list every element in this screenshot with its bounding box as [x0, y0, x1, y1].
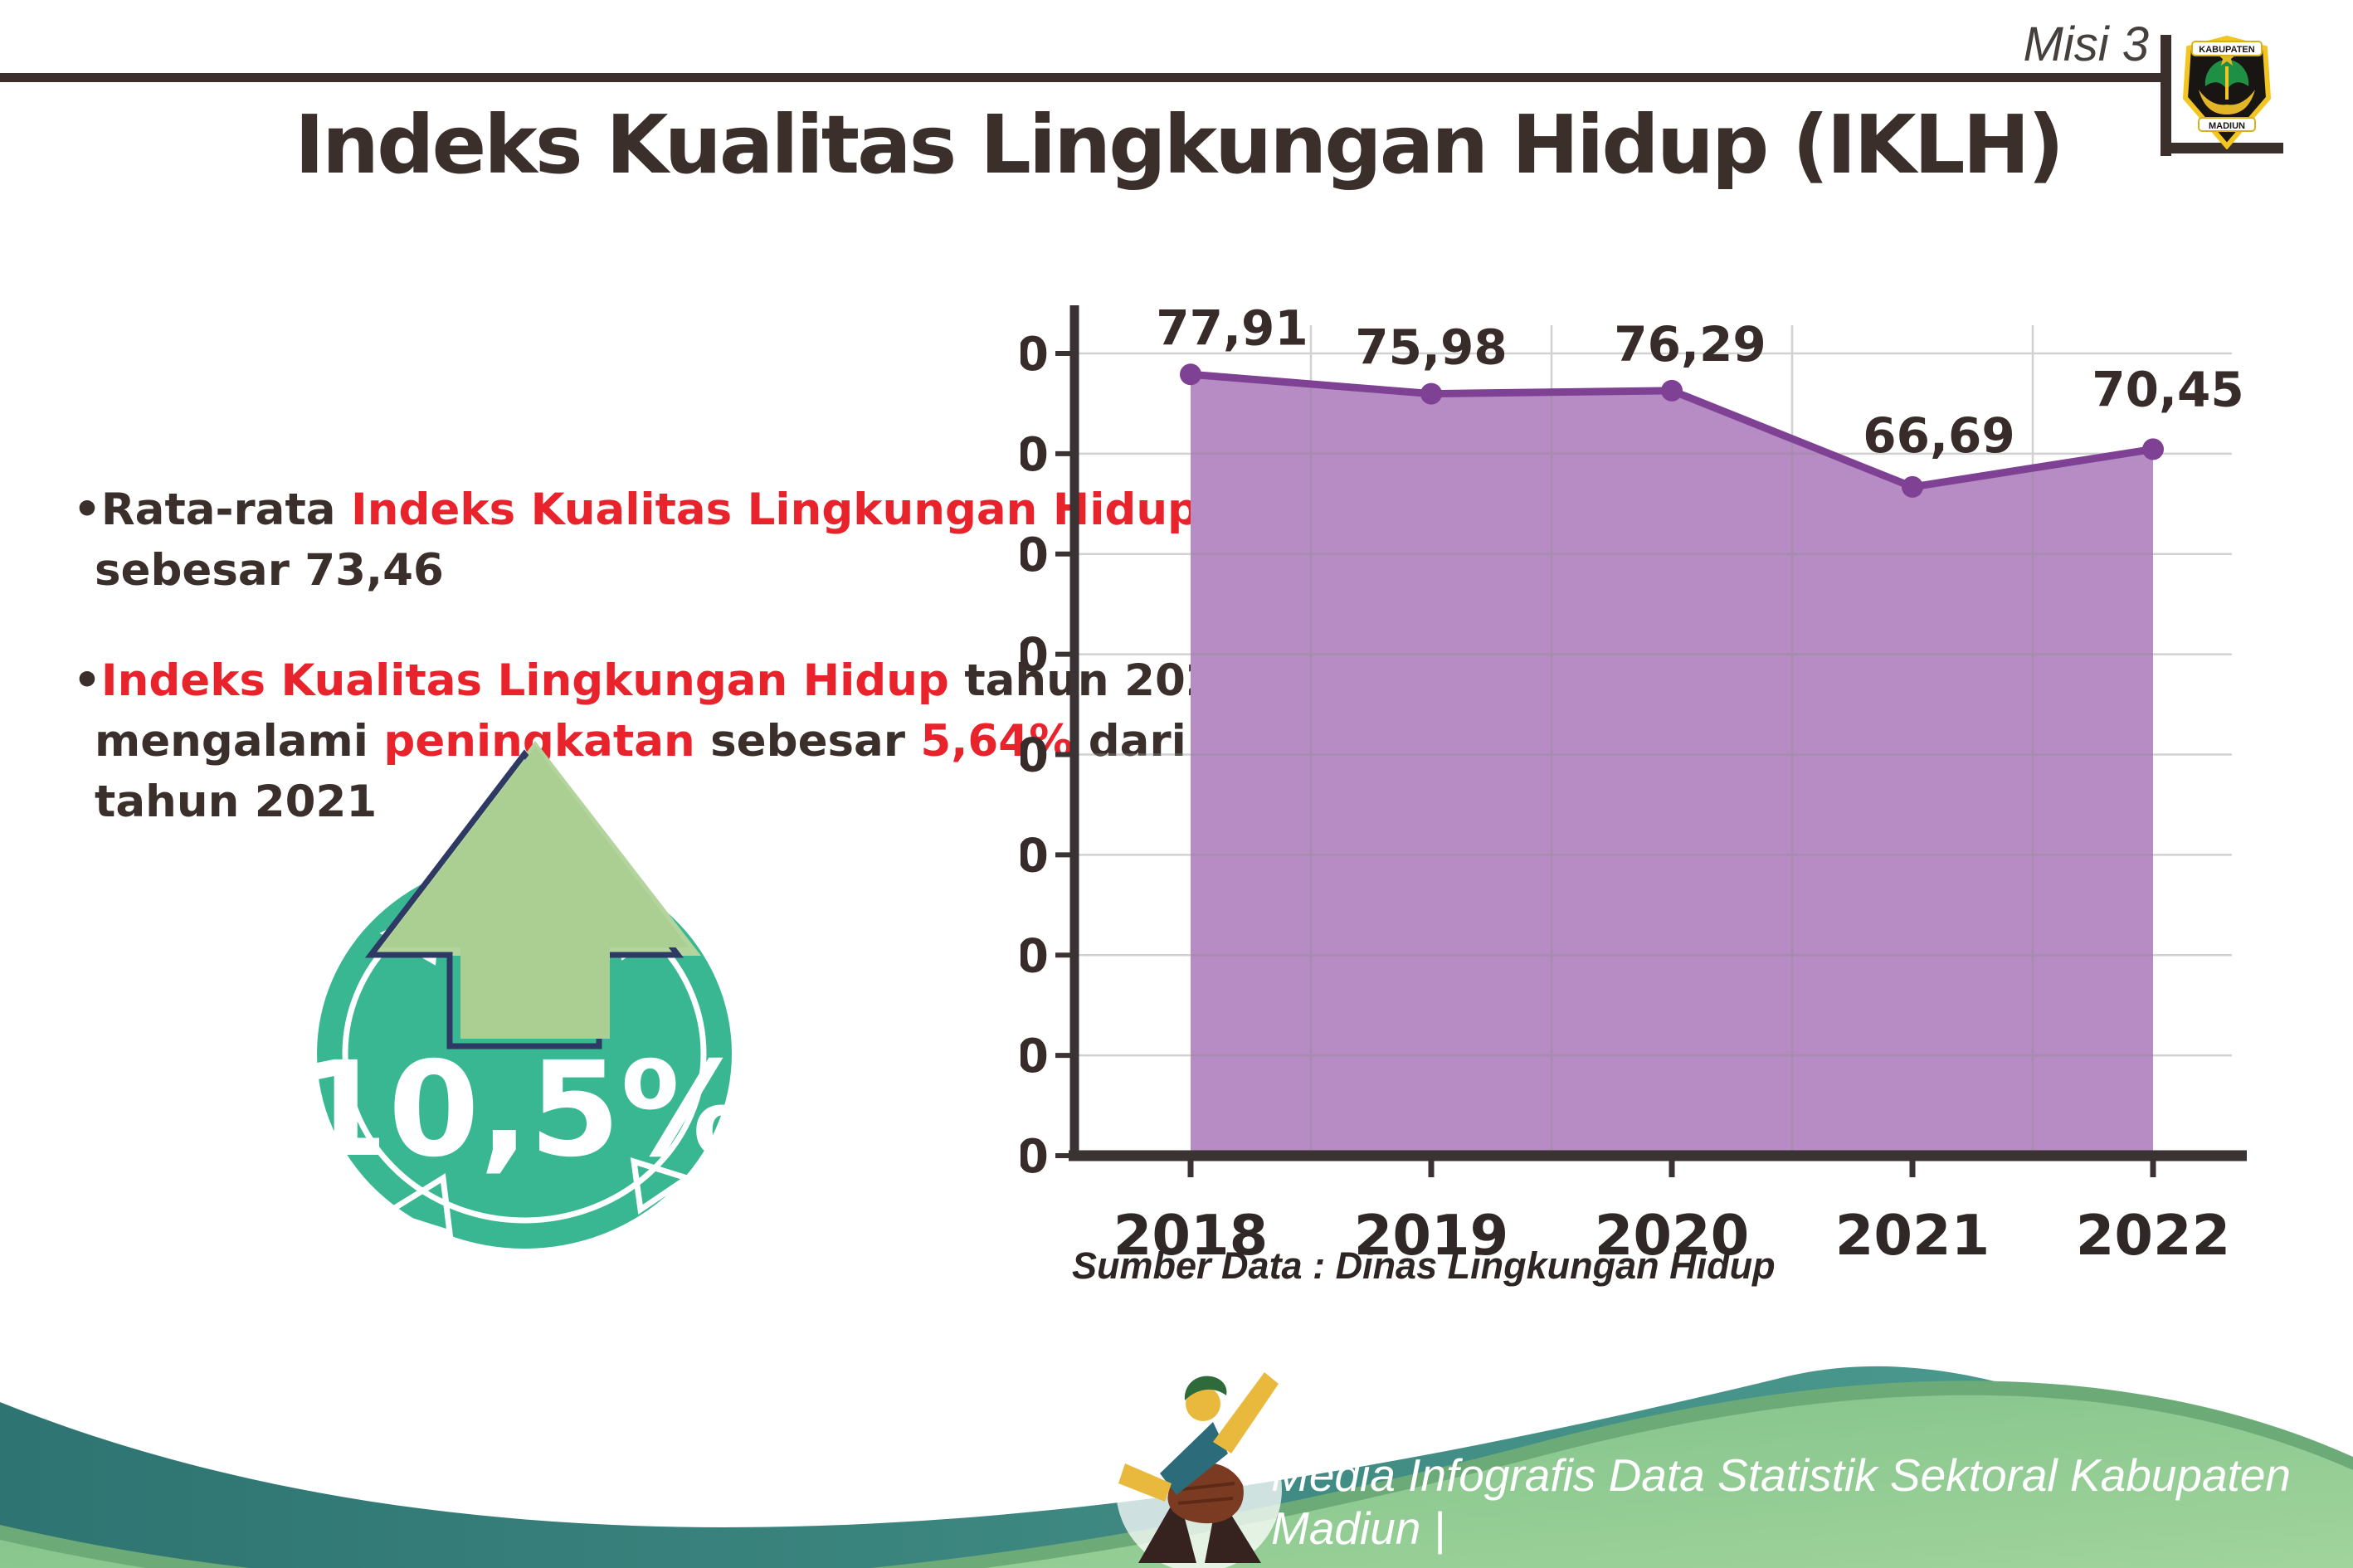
svg-text:2019: 2019	[1354, 1203, 1508, 1268]
bullet-line: sebesar 73,46	[73, 540, 969, 601]
svg-text:76,29: 76,29	[1614, 316, 1766, 373]
area-series	[1191, 374, 2153, 1156]
svg-text:40: 40	[1021, 729, 1049, 783]
x-axis-category-labels: 2018 2019 2020 2021 2022	[1113, 1203, 2230, 1268]
bullet-line: tahun 2021	[73, 772, 969, 832]
data-point-marker	[1902, 475, 1923, 498]
svg-text:20: 20	[1021, 929, 1049, 983]
bullet-text-segment: •Rata-rata	[73, 485, 352, 535]
bullet-line: mengalami peningkatan sebesar 5,64% dari	[73, 711, 1186, 772]
iklh-area-chart: 0 10 20 30 40 50 60 70 80 2018 2019 2020 2021 2022 77,…	[984, 290, 2315, 1336]
bullet-line: •Rata-rata Indeks Kualitas Lingkungan Hi…	[73, 480, 1199, 540]
up-arrow-icon	[364, 741, 701, 1049]
bullet-text-segment: tahun 2021	[95, 777, 378, 827]
page-title: Indeks Kualitas Lingkungan Hidup (IKLH)	[294, 98, 2064, 192]
bullet-item: •Indeks Kualitas Lingkungan Hidup tahun …	[73, 650, 1247, 832]
bullet-text-segment: Indeks Kualitas Lingkungan Hidup	[100, 655, 949, 706]
svg-text:2021: 2021	[1835, 1203, 1990, 1268]
dancer-mascot-icon	[1116, 1372, 1282, 1568]
data-point-marker	[1420, 382, 1442, 405]
footer-caption: Media Infografis Data Statistik Sektoral…	[1271, 1449, 2292, 1554]
svg-text:60: 60	[1021, 528, 1049, 582]
bullet-text-segment: •	[73, 655, 101, 706]
bullet-item: •Rata-rata Indeks Kualitas Lingkungan Hi…	[73, 480, 1199, 601]
svg-text:50: 50	[1021, 629, 1049, 683]
bullet-text-segment: sebesar 73,46	[95, 545, 444, 596]
bullet-text-segment: 5,64%	[920, 716, 1074, 767]
bullet-text-segment: Indeks Kualitas Lingkungan Hidup	[351, 485, 1199, 535]
logo-frame-horizontal	[2161, 143, 2283, 153]
logo-top-text: KABUPATEN	[2199, 45, 2254, 55]
svg-text:2020: 2020	[1595, 1203, 1749, 1268]
svg-text:70,45: 70,45	[2092, 361, 2243, 417]
data-point-marker	[1180, 363, 1201, 386]
svg-text:77,91: 77,91	[1156, 299, 1308, 356]
logo-frame-vertical	[2161, 35, 2171, 156]
line-series	[1180, 363, 2164, 498]
svg-text:66,69: 66,69	[1863, 407, 2014, 464]
svg-text:70: 70	[1021, 428, 1049, 482]
chart-gridlines	[1074, 325, 2232, 1156]
badge-percentage-value: 10,5%	[307, 1034, 752, 1186]
logo-bottom-text: MADIUN	[2209, 121, 2245, 131]
chart-axes	[1055, 305, 2247, 1177]
bullet-text-segment: sebesar	[694, 716, 921, 767]
summary-bullet-list: •Rata-rata Indeks Kualitas Lingkungan Hi…	[73, 480, 1247, 882]
svg-text:10: 10	[1021, 1030, 1049, 1083]
bullet-text-segment: dari	[1073, 716, 1186, 767]
increase-badge: 10,5%	[307, 741, 752, 1249]
svg-text:75,98: 75,98	[1355, 319, 1507, 376]
data-point-marker	[1661, 379, 1683, 402]
chart-source-note: Sumber Data : Dinas Lingkungan Hidup	[1072, 1244, 1776, 1287]
svg-text:80: 80	[1021, 328, 1049, 382]
bullet-line: •Indeks Kualitas Lingkungan Hidup tahun …	[73, 650, 1247, 711]
svg-text:2022: 2022	[2076, 1203, 2230, 1268]
data-value-labels: 77,91 75,98 76,29 66,69 70,45	[1156, 299, 2243, 464]
bullet-text-segment: mengalami	[95, 716, 384, 767]
svg-text:2018: 2018	[1113, 1203, 1268, 1268]
y-axis-tick-labels: 0 10 20 30 40 50 60 70 80	[984, 328, 1049, 1184]
svg-text:0: 0	[1021, 1130, 1049, 1184]
kabupaten-madiun-logo-icon: KABUPATEN MADIUN	[2182, 35, 2272, 149]
header-divider-rule	[0, 73, 2167, 82]
data-point-marker	[2142, 438, 2164, 460]
misi-label: Misi 3	[2023, 17, 2149, 71]
svg-text:30: 30	[1021, 829, 1049, 883]
